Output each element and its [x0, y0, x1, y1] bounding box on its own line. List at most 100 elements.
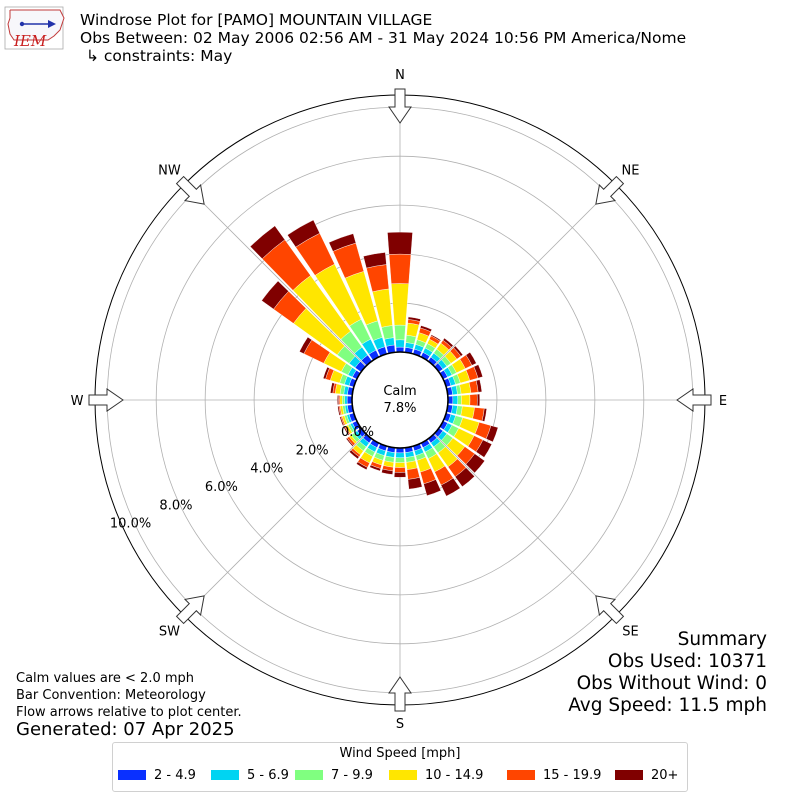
legend-item: 20+ — [615, 768, 678, 783]
wind-bar-segment — [420, 325, 433, 332]
flow-arrow-icon — [676, 388, 712, 412]
legend-title: Wind Speed [mph] — [339, 746, 461, 761]
wind-bar-segment — [366, 264, 390, 293]
wind-bar-segment — [393, 472, 407, 478]
legend-swatch — [211, 770, 239, 780]
legend-swatch — [389, 770, 417, 780]
wind-bar-segment — [339, 416, 345, 427]
wind-bar-segment — [476, 393, 481, 407]
wind-bar-segment — [454, 467, 475, 487]
wind-bar-segment — [395, 452, 405, 458]
chart-title: Windrose Plot for [PAMO] MOUNTAIN VILLAG… — [80, 11, 433, 29]
wind-bar-segment — [394, 467, 406, 473]
direction-label: SW — [159, 625, 180, 640]
wind-bar-segment — [459, 382, 472, 395]
flow-arrow-icon — [388, 676, 412, 712]
wind-bar-segment — [461, 394, 471, 406]
wind-bar-segment — [440, 477, 461, 497]
wind-bar-segment — [249, 225, 286, 260]
calm-note: Calm values are < 2.0 mph — [16, 671, 195, 686]
logo-text: IEM — [13, 32, 47, 50]
flow-arrows-note: Flow arrows relative to plot center. — [16, 705, 242, 720]
wind-bar-segment — [322, 366, 330, 380]
wind-bar-segment — [453, 345, 464, 357]
bar-convention-note: Bar Convention: Meteorology — [16, 688, 206, 703]
calm-label: Calm — [383, 384, 416, 399]
flow-arrows — [88, 88, 712, 712]
wind-bar-segment — [407, 477, 423, 490]
wind-bar-segment — [381, 468, 394, 475]
wind-bar-segment — [475, 379, 483, 393]
wind-bar-segment — [337, 405, 341, 416]
wind-bar-segment — [391, 283, 409, 326]
legend-item: 15 - 19.9 — [507, 768, 601, 783]
wind-bar-segment — [394, 324, 406, 341]
radial-tick-label: 6.0% — [205, 480, 238, 495]
wind-bars — [249, 219, 499, 497]
wind-bar-segment — [344, 395, 348, 405]
generated-date: Generated: 07 Apr 2025 — [16, 719, 235, 740]
legend-item: 2 - 4.9 — [118, 768, 196, 783]
wind-bar-segment — [469, 393, 478, 407]
legend-item: 10 - 14.9 — [389, 768, 483, 783]
flow-arrow-icon — [88, 388, 124, 412]
radial-tick-label: 4.0% — [250, 462, 283, 477]
wind-bar-segment — [423, 479, 442, 496]
grid-circle — [204, 204, 596, 596]
chart-subtitle-dates: Obs Between: 02 May 2006 02:56 AM - 31 M… — [80, 29, 687, 47]
spoke-line — [184, 184, 367, 367]
legend-swatch — [507, 770, 535, 780]
legend-label: 10 - 14.9 — [425, 768, 484, 783]
wind-bar-segment — [261, 280, 289, 310]
direction-label: E — [719, 394, 727, 409]
chart-subtitle-constraints: ↳ constraints: May — [86, 47, 233, 65]
legend-swatch — [615, 770, 643, 780]
direction-label: NW — [158, 163, 181, 178]
wind-bar-segment — [388, 253, 412, 285]
wind-bar-segment — [452, 395, 458, 405]
calm-value: 7.8% — [383, 401, 416, 416]
flow-arrow-icon — [175, 595, 205, 625]
direction-label: W — [71, 394, 84, 409]
legend: Wind Speed [mph] 2 - 4.9 5 - 6.9 7 - 9.9 10… — [112, 742, 688, 792]
direction-label: N — [395, 68, 405, 83]
flow-arrow-icon — [595, 595, 625, 625]
wind-bar-segment — [330, 382, 335, 394]
grid-circle — [155, 155, 645, 645]
legend-label: 15 - 19.9 — [543, 768, 602, 783]
wind-bar-segment — [481, 408, 487, 422]
wind-bar-segment — [395, 339, 405, 348]
wind-bar-segment — [349, 449, 360, 460]
direction-label: NE — [622, 163, 640, 178]
legend-label: 7 - 9.9 — [331, 768, 373, 783]
wind-bar-segment — [387, 231, 413, 255]
flow-arrow-icon — [595, 175, 625, 205]
wind-bar-segment — [339, 395, 343, 405]
wind-bar-segment — [356, 461, 368, 470]
calm-circle — [351, 351, 449, 449]
summary-heading: Summary — [677, 629, 767, 650]
wind-bar-segment — [406, 322, 420, 338]
spoke-line — [433, 184, 616, 367]
legend-label: 2 - 4.9 — [154, 768, 196, 783]
flow-arrow-icon — [175, 175, 205, 205]
wind-bar-segment — [442, 337, 454, 348]
axis-labels: N NE E SE S SW W NW 0.0% 2.0% 4.0% 6.0% 8.0% 10.0% Cal… — [71, 68, 728, 732]
wind-bar-segment — [485, 425, 499, 443]
wind-bar-segment — [287, 219, 321, 248]
legend-swatch — [118, 770, 146, 780]
wind-bar-segment — [299, 336, 313, 354]
wind-bar-segment — [394, 462, 406, 468]
radial-tick-label: 2.0% — [296, 443, 329, 458]
summary-obs-used: Obs Used: 10371 — [607, 651, 767, 672]
summary-avg-speed: Avg Speed: 11.5 mph — [568, 695, 767, 716]
legend-label: 20+ — [651, 768, 679, 783]
wind-bar-segment — [475, 439, 493, 458]
wind-bar-segment — [460, 406, 475, 419]
radial-tick-label: 8.0% — [159, 498, 192, 513]
wind-bar-segment — [343, 426, 350, 436]
wind-bar-segment — [465, 351, 477, 366]
wind-bar-segment — [337, 395, 339, 405]
spoke-line — [184, 433, 367, 616]
